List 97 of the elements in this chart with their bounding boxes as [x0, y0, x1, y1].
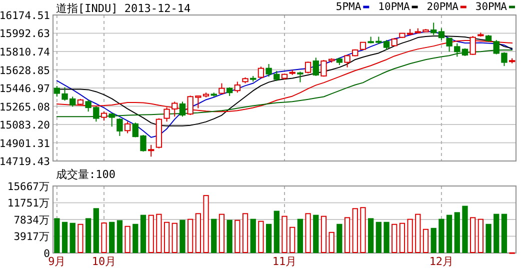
y-tick-label: 0 — [44, 248, 50, 260]
candlestick — [124, 121, 131, 134]
candlestick — [304, 61, 312, 74]
bar — [211, 218, 217, 253]
candlestick — [108, 112, 115, 128]
candlestick — [100, 111, 108, 122]
candlestick — [234, 81, 241, 94]
bar — [195, 213, 202, 253]
bar — [274, 210, 280, 253]
bar — [313, 214, 319, 253]
bar — [109, 222, 115, 253]
bar — [486, 224, 492, 253]
bar — [399, 222, 406, 253]
x-tick-label: 11月 — [272, 255, 297, 268]
chart-title: 道指[INDU] 2013-12-14 — [56, 2, 191, 15]
bar — [360, 207, 366, 253]
y-tick-label: 3917万 — [14, 231, 50, 244]
bar — [384, 222, 390, 253]
y-tick-label: 16174.51 — [0, 10, 50, 22]
bar — [422, 228, 429, 253]
legend-label: 5PMA — [336, 1, 362, 13]
bar — [446, 214, 452, 253]
bar — [415, 214, 421, 253]
candlestick — [258, 66, 264, 79]
candlestick — [297, 71, 304, 83]
bar — [234, 220, 240, 253]
bar — [203, 195, 209, 253]
bar — [226, 220, 232, 253]
bar — [164, 222, 170, 253]
bar — [78, 224, 84, 253]
candlestick — [148, 144, 154, 158]
bar — [305, 213, 311, 253]
candlestick — [438, 28, 445, 41]
bar — [494, 214, 500, 253]
bar — [172, 222, 178, 253]
x-tick-label: 9月 — [48, 255, 66, 268]
bar — [218, 214, 225, 253]
y-tick-label: 7834万 — [14, 214, 50, 226]
bar — [297, 218, 304, 253]
bar — [85, 218, 92, 253]
bar — [156, 214, 162, 253]
y-tick-label: 11751万 — [7, 198, 50, 210]
candlestick — [218, 82, 225, 94]
bar — [320, 216, 327, 253]
y-tick-label: 15667万 — [7, 181, 50, 193]
bar — [478, 218, 484, 253]
y-tick-label: 15083.20 — [0, 120, 50, 132]
bar — [344, 217, 350, 253]
bar — [328, 232, 334, 253]
bar — [462, 206, 468, 253]
bar — [336, 224, 342, 253]
bar — [258, 220, 264, 253]
y-tick-label: 15628.85 — [0, 64, 50, 77]
chart-title: 成交量:100 — [56, 168, 116, 181]
bar — [148, 214, 154, 253]
candlestick — [312, 57, 319, 76]
x-tick-label: 12月 — [429, 255, 454, 268]
bar — [101, 222, 107, 253]
bar — [250, 218, 256, 253]
bar — [368, 218, 374, 253]
bar — [93, 208, 99, 253]
bar — [266, 224, 272, 253]
bar — [290, 226, 296, 253]
bar — [430, 228, 436, 253]
y-tick-label: 15992.63 — [0, 28, 50, 40]
bar — [352, 208, 358, 253]
bar — [132, 224, 138, 253]
y-tick-label: 15446.97 — [0, 83, 50, 95]
bar — [124, 226, 130, 253]
line-series — [56, 49, 513, 118]
candlestick — [116, 118, 123, 136]
y-tick-label: 14719.43 — [0, 156, 50, 168]
bar — [501, 214, 508, 253]
x-tick-label: 10月 — [92, 255, 116, 268]
bar — [282, 216, 288, 253]
legend-label: 10PMA — [378, 1, 410, 13]
bar — [242, 213, 248, 253]
legend-label: 30PMA — [475, 1, 508, 13]
candlestick — [179, 101, 186, 118]
bar — [376, 222, 382, 253]
bar — [116, 220, 123, 253]
y-tick-label: 15810.74 — [0, 46, 50, 58]
legend-label: 20PMA — [426, 1, 460, 13]
bar — [454, 212, 460, 253]
bar — [70, 222, 76, 253]
bar — [470, 217, 476, 253]
bar — [407, 218, 413, 253]
bar — [180, 220, 186, 253]
y-tick-label: 14901.31 — [0, 138, 50, 150]
bar — [54, 218, 60, 253]
bar — [438, 218, 444, 253]
bar — [140, 214, 146, 253]
bar — [188, 218, 194, 253]
bar — [392, 224, 398, 253]
candlestick — [430, 22, 437, 36]
bar — [62, 222, 68, 253]
y-tick-label: 15265.08 — [0, 101, 50, 114]
